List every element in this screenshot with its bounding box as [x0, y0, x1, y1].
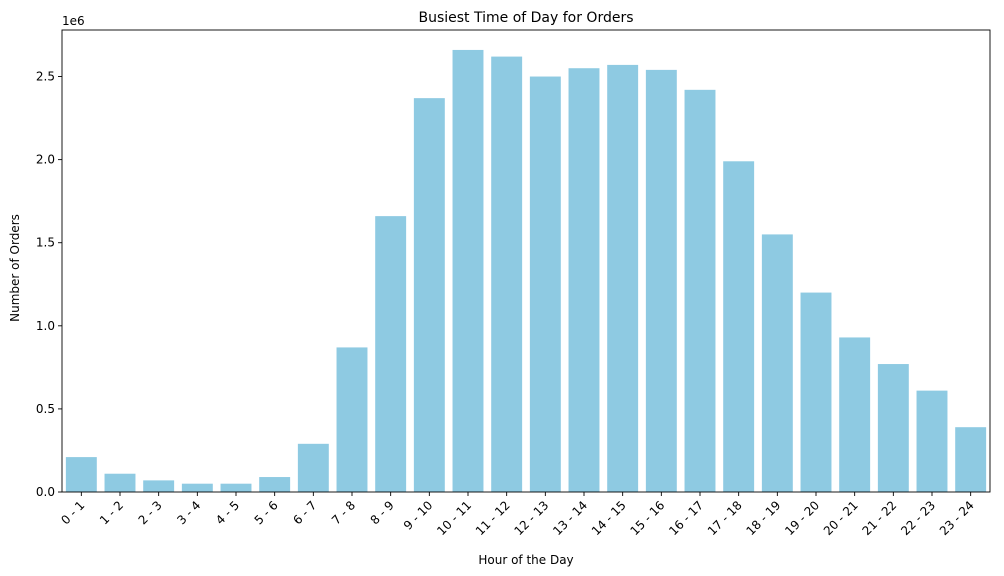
bar [452, 49, 484, 492]
x-tick-label: 14 - 15 [589, 498, 629, 538]
bar [568, 68, 600, 492]
bar [413, 98, 445, 492]
bar [220, 483, 252, 492]
x-tick-label: 22 - 23 [898, 498, 938, 538]
bars-group [65, 49, 987, 493]
x-tick-label: 0 - 1 [58, 498, 87, 527]
bar [104, 473, 136, 492]
bar [529, 76, 561, 492]
bar [877, 364, 909, 492]
y-axis-ticks: 0.0 0.5 1.0 1.5 2.0 2.5 [36, 70, 62, 499]
y-tick-label: 0.5 [36, 402, 55, 416]
bar [839, 337, 871, 492]
x-tick-label: 17 - 18 [705, 498, 745, 538]
x-tick-label: 1 - 2 [97, 498, 126, 527]
y-tick-label: 0.0 [36, 485, 55, 499]
y-axis-offset-label: 1e6 [62, 14, 85, 28]
x-tick-label: 10 - 11 [434, 498, 474, 538]
chart-title: Busiest Time of Day for Orders [418, 10, 633, 26]
bar [761, 234, 793, 492]
bar [65, 457, 97, 492]
x-tick-label: 23 - 24 [937, 498, 977, 538]
y-tick-label: 2.5 [36, 70, 55, 84]
x-tick-label: 16 - 17 [666, 498, 706, 538]
plot-frame [61, 29, 991, 493]
bar [181, 483, 213, 492]
x-tick-label: 11 - 12 [473, 498, 513, 538]
x-axis-label: Hour of the Day [478, 553, 573, 567]
bar [916, 390, 948, 492]
x-axis-ticks: 0 - 1 1 - 2 2 - 3 3 - 4 4 - 5 5 - 6 6 - 7 7 - 8… [58, 492, 977, 538]
x-tick-label: 9 - 10 [401, 498, 436, 533]
x-tick-label: 18 - 19 [744, 498, 784, 538]
x-tick-label: 5 - 6 [252, 498, 281, 527]
bar [491, 56, 523, 493]
bar [723, 161, 755, 493]
x-tick-label: 13 - 14 [550, 498, 590, 538]
bar [297, 443, 329, 492]
bar [259, 477, 291, 492]
x-tick-label: 12 - 13 [512, 498, 552, 538]
bar [955, 427, 987, 492]
x-tick-label: 20 - 21 [821, 498, 861, 538]
bar [375, 216, 407, 492]
x-tick-label: 21 - 22 [860, 498, 900, 538]
x-tick-label: 6 - 7 [290, 498, 319, 527]
x-tick-label: 7 - 8 [329, 498, 358, 527]
y-tick-label: 1.5 [36, 236, 55, 250]
x-tick-label: 2 - 3 [136, 498, 165, 527]
bar [336, 347, 368, 492]
bar [684, 89, 716, 492]
x-tick-label: 4 - 5 [213, 498, 242, 527]
bar [800, 292, 832, 492]
x-tick-label: 19 - 20 [782, 498, 822, 538]
bar [143, 480, 175, 492]
bar [645, 69, 677, 492]
bar [607, 64, 639, 493]
x-tick-label: 3 - 4 [174, 498, 203, 527]
x-tick-label: 15 - 16 [628, 498, 668, 538]
x-tick-label: 8 - 9 [368, 498, 397, 527]
y-axis-label: Number of Orders [8, 214, 22, 322]
y-tick-label: 2.0 [36, 153, 55, 167]
y-tick-label: 1.0 [36, 319, 55, 333]
